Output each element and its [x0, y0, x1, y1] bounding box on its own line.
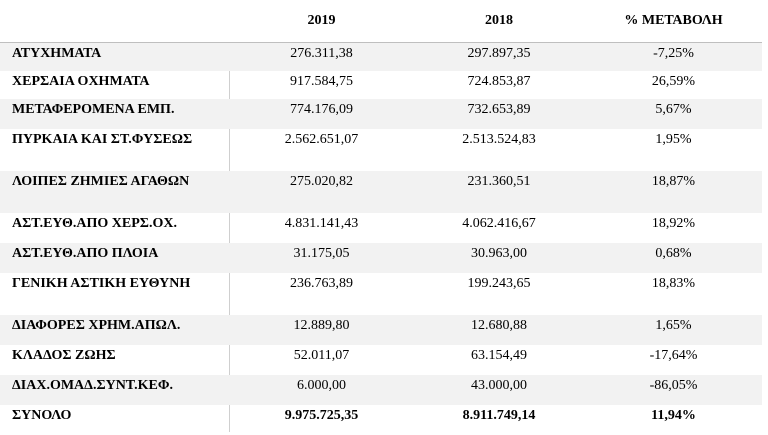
table-header-row: 2019 2018 % ΜΕΤΑΒΟΛΗ — [0, 0, 762, 43]
value-2019: 31.175,05 — [230, 243, 413, 273]
table-row: ΛΟΙΠΕΣ ΖΗΜΙΕΣ ΑΓΑΘΩΝ 275.020,82 231.360,… — [0, 171, 762, 213]
value-2018: 231.360,51 — [413, 171, 585, 213]
value-2019: 4.831.141,43 — [284, 216, 359, 231]
value-2019: 774.176,09 — [230, 99, 413, 129]
table-row: ΠΥΡΚΑΙΑ ΚΑΙ ΣΤ.ΦΥΣΕΩΣ 2.562.651,07 2.513… — [0, 129, 762, 171]
value-2018: 732.653,89 — [413, 99, 585, 129]
row-label: ΧΕΡΣΑΙΑ ΟΧΗΜΑΤΑ — [12, 74, 150, 89]
row-label: ΚΛΑΔΟΣ ΖΩΗΣ — [12, 348, 116, 363]
value-2018: 30.963,00 — [413, 243, 585, 273]
table-row: ΑΣΤ.ΕΥΘ.ΑΠΟ ΧΕΡΣ.ΟΧ. 4.831.141,43 4.062.… — [0, 213, 762, 243]
value-2018: 199.243,65 — [467, 276, 531, 291]
value-2019: 12.889,80 — [230, 315, 413, 345]
table-row: ΑΣΤ.ΕΥΘ.ΑΠΟ ΠΛΟΙΑ 31.175,05 30.963,00 0,… — [0, 243, 762, 273]
value-2019: 276.311,38 — [230, 42, 413, 71]
row-label: ΛΟΙΠΕΣ ΖΗΜΙΕΣ ΑΓΑΘΩΝ — [0, 171, 230, 213]
value-change: 1,95% — [655, 132, 692, 147]
table-row: ΧΕΡΣΑΙΑ ΟΧΗΜΑΤΑ 917.584,75 724.853,87 26… — [0, 71, 762, 99]
value-change: 26,59% — [651, 74, 696, 89]
value-2018: 12.680,88 — [413, 315, 585, 345]
value-2018: 43.000,00 — [413, 375, 585, 405]
value-change: -7,25% — [585, 42, 762, 71]
value-change: 18,87% — [585, 171, 762, 213]
value-2019: 6.000,00 — [230, 375, 413, 405]
value-2018: 297.897,35 — [413, 42, 585, 71]
value-2018: 63.154,49 — [471, 348, 527, 363]
header-2019: 2019 — [230, 0, 413, 43]
value-change: 18,92% — [651, 216, 696, 231]
table-row: ΓΕΝΙΚΗ ΑΣΤΙΚΗ ΕΥΘΥΝΗ 236.763,89 199.243,… — [0, 273, 762, 315]
header-change: % ΜΕΤΑΒΟΛΗ — [585, 0, 762, 43]
value-change: -17,64% — [649, 348, 698, 363]
value-2019: 917.584,75 — [290, 74, 353, 89]
column-divider — [229, 44, 230, 432]
row-label: ΑΣΤ.ΕΥΘ.ΑΠΟ ΧΕΡΣ.ΟΧ. — [12, 216, 177, 231]
row-label: ΑΤΥΧΗΜΑΤΑ — [0, 42, 230, 71]
header-2018: 2018 — [413, 0, 585, 43]
row-label: ΓΕΝΙΚΗ ΑΣΤΙΚΗ ΕΥΘΥΝΗ — [12, 276, 191, 291]
row-label: ΜΕΤΑΦΕΡΟΜΕΝΑ ΕΜΠ. — [0, 99, 230, 129]
value-change: 1,65% — [585, 315, 762, 345]
value-change: -86,05% — [585, 375, 762, 405]
total-change: 11,94% — [651, 408, 696, 423]
table-row: ΜΕΤΑΦΕΡΟΜΕΝΑ ΕΜΠ. 774.176,09 732.653,89 … — [0, 99, 762, 129]
value-2018: 4.062.416,67 — [462, 216, 536, 231]
total-2019: 9.975.725,35 — [284, 408, 359, 423]
table-row: ΔΙΑΦΟΡΕΣ ΧΡΗΜ.ΑΠΩΛ. 12.889,80 12.680,88 … — [0, 315, 762, 345]
value-2019: 275.020,82 — [230, 171, 413, 213]
row-label: ΑΣΤ.ΕΥΘ.ΑΠΟ ΠΛΟΙΑ — [0, 243, 230, 273]
row-label: ΔΙΑΦΟΡΕΣ ΧΡΗΜ.ΑΠΩΛ. — [0, 315, 230, 345]
header-category — [0, 0, 230, 43]
value-2019: 236.763,89 — [290, 276, 353, 291]
table-row: ΚΛΑΔΟΣ ΖΩΗΣ 52.011,07 63.154,49 -17,64% — [0, 345, 762, 375]
value-2019: 2.562.651,07 — [284, 132, 359, 147]
value-change: 0,68% — [585, 243, 762, 273]
row-label: ΔΙΑΧ.ΟΜΑΔ.ΣΥΝΤ.ΚΕΦ. — [0, 375, 230, 405]
total-2018: 8.911.749,14 — [462, 408, 536, 423]
total-row: ΣΥΝΟΛΟ 9.975.725,35 8.911.749,14 11,94% — [0, 405, 762, 435]
value-2018: 2.513.524,83 — [462, 132, 536, 147]
row-label: ΠΥΡΚΑΙΑ ΚΑΙ ΣΤ.ΦΥΣΕΩΣ — [12, 132, 193, 147]
value-2019: 52.011,07 — [293, 348, 350, 363]
table-row: ΑΤΥΧΗΜΑΤΑ 276.311,38 297.897,35 -7,25% — [0, 42, 762, 71]
value-change: 18,83% — [651, 276, 696, 291]
value-2018: 724.853,87 — [467, 74, 531, 89]
total-label: ΣΥΝΟΛΟ — [12, 408, 72, 423]
value-change: 5,67% — [585, 99, 762, 129]
table-row: ΔΙΑΧ.ΟΜΑΔ.ΣΥΝΤ.ΚΕΦ. 6.000,00 43.000,00 -… — [0, 375, 762, 405]
